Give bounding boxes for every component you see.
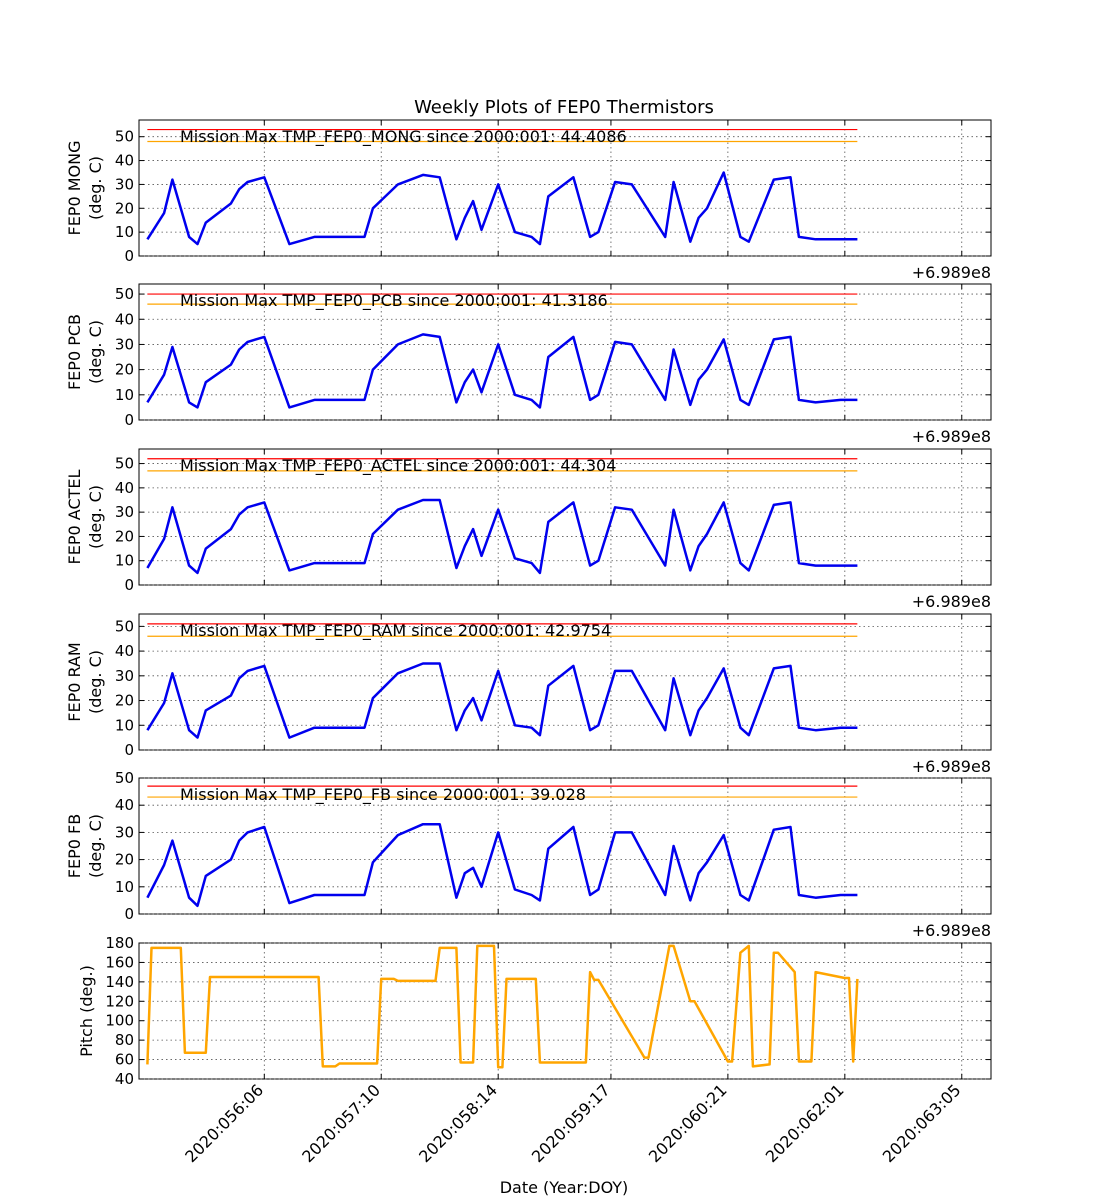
panel-1: 0 10 20 30 40 50 Mission Max TMP_FEP0_MONG sin… bbox=[65, 119, 992, 282]
y-tick-label: 30 bbox=[115, 823, 134, 841]
y-tick-label: 30 bbox=[115, 667, 134, 685]
y-tick-label: 50 bbox=[115, 128, 134, 146]
x-offset-text: +6.989e8 bbox=[912, 592, 991, 611]
y-axis-label-units: (deg. C) bbox=[86, 156, 105, 220]
y-tick-label: 40 bbox=[115, 310, 134, 328]
y-tick-label: 50 bbox=[115, 455, 134, 473]
temperature-series-line bbox=[146, 662, 858, 739]
y-axis-label: Pitch (deg.) bbox=[77, 965, 96, 1057]
y-tick-label: 0 bbox=[124, 247, 134, 265]
x-offset-text: +6.989e8 bbox=[912, 263, 991, 282]
plot-area bbox=[138, 448, 992, 586]
mission-max-annotation: Mission Max TMP_FEP0_ACTEL since 2000:00… bbox=[180, 456, 616, 476]
y-tick-label: 120 bbox=[105, 992, 134, 1010]
panel-2: 0 10 20 30 40 50 Mission Max TMP_FEP0_PCB sinc… bbox=[65, 283, 992, 446]
y-tick-label: 30 bbox=[115, 175, 134, 193]
y-tick-label: 0 bbox=[124, 905, 134, 923]
y-axis-label-units: (deg. C) bbox=[86, 650, 105, 714]
x-offset-text: +6.989e8 bbox=[912, 427, 991, 446]
mission-max-annotation: Mission Max TMP_FEP0_PCB since 2000:001:… bbox=[180, 291, 608, 311]
y-tick-label: 30 bbox=[115, 503, 134, 521]
y-tick-label: 0 bbox=[124, 741, 134, 759]
y-tick-label: 10 bbox=[115, 716, 134, 734]
y-tick-label: 20 bbox=[115, 361, 134, 379]
pitch-series-line bbox=[146, 944, 859, 1069]
panels: 0 10 20 30 40 50 Mission Max TMP_FEP0_MONG sin… bbox=[65, 119, 992, 1166]
y-tick-label: 10 bbox=[115, 386, 134, 404]
y-tick-label: 40 bbox=[115, 642, 134, 660]
y-tick-label: 10 bbox=[115, 878, 134, 896]
x-tick-label: 2020:057:10 bbox=[298, 1080, 384, 1166]
y-axis-label: FEP0 PCB bbox=[65, 314, 84, 390]
x-axis-label: Date (Year:DOY) bbox=[500, 1178, 629, 1197]
y-tick-label: 160 bbox=[105, 953, 134, 971]
x-tick-label: 2020:062:01 bbox=[762, 1080, 848, 1166]
y-tick-label: 50 bbox=[115, 285, 134, 303]
x-tick-label: 2020:059:17 bbox=[528, 1080, 614, 1166]
y-tick-label: 50 bbox=[115, 769, 134, 787]
panel-4: 0 10 20 30 40 50 Mission Max TMP_FEP0_RAM sinc… bbox=[65, 613, 992, 776]
x-tick-label: 2020:058:14 bbox=[415, 1080, 501, 1166]
mission-max-annotation: Mission Max TMP_FEP0_MONG since 2000:001… bbox=[180, 127, 627, 147]
temperature-series-line bbox=[146, 822, 858, 908]
temperature-series-line bbox=[146, 333, 858, 409]
y-axis-label: FEP0 RAM bbox=[65, 642, 84, 721]
y-axis-label-units: (deg. C) bbox=[86, 320, 105, 384]
x-tick-label: 2020:060:21 bbox=[645, 1080, 731, 1166]
y-tick-label: 20 bbox=[115, 527, 134, 545]
plot-area bbox=[138, 283, 992, 421]
y-tick-label: 50 bbox=[115, 617, 134, 635]
y-axis-label-units: (deg. C) bbox=[86, 814, 105, 878]
y-tick-label: 10 bbox=[115, 223, 134, 241]
y-tick-label: 30 bbox=[115, 335, 134, 353]
y-tick-label: 40 bbox=[115, 152, 134, 170]
plot-area bbox=[138, 777, 992, 915]
y-tick-label: 20 bbox=[115, 692, 134, 710]
y-tick-label: 60 bbox=[115, 1051, 134, 1069]
y-tick-label: 0 bbox=[124, 576, 134, 594]
temperature-series-line bbox=[146, 171, 858, 246]
mission-max-annotation: Mission Max TMP_FEP0_FB since 2000:001: … bbox=[180, 785, 586, 805]
mission-max-annotation: Mission Max TMP_FEP0_RAM since 2000:001:… bbox=[180, 621, 611, 641]
y-tick-label: 100 bbox=[105, 1012, 134, 1030]
y-tick-label: 140 bbox=[105, 973, 134, 991]
plot-area bbox=[138, 942, 992, 1080]
y-tick-label: 20 bbox=[115, 199, 134, 217]
plot-area bbox=[138, 119, 992, 257]
y-tick-label: 10 bbox=[115, 552, 134, 570]
temperature-series-line bbox=[146, 498, 858, 575]
y-axis-label: FEP0 MONG bbox=[65, 141, 84, 236]
figure-title: Weekly Plots of FEP0 Thermistors bbox=[414, 97, 714, 118]
x-tick-label: 2020:056:06 bbox=[181, 1080, 267, 1166]
panel-5: 0 10 20 30 40 50 Mission Max TMP_FEP0_FB since… bbox=[65, 769, 992, 940]
y-tick-label: 40 bbox=[115, 796, 134, 814]
x-offset-text: +6.989e8 bbox=[912, 757, 991, 776]
y-tick-label: 40 bbox=[115, 479, 134, 497]
x-offset-text: +6.989e8 bbox=[912, 921, 991, 940]
y-tick-label: 80 bbox=[115, 1031, 134, 1049]
y-tick-label: 0 bbox=[124, 411, 134, 429]
panel-3: 0 10 20 30 40 50 Mission Max TMP_FEP0_ACTEL si… bbox=[65, 448, 992, 611]
y-axis-label-units: (deg. C) bbox=[86, 485, 105, 549]
y-axis-label: FEP0 FB bbox=[65, 814, 84, 878]
x-tick-label: 2020:063:05 bbox=[879, 1080, 965, 1166]
y-tick-label: 40 bbox=[115, 1070, 134, 1088]
y-tick-label: 20 bbox=[115, 851, 134, 869]
y-axis-label: FEP0 ACTEL bbox=[65, 469, 84, 564]
y-tick-label: 180 bbox=[105, 934, 134, 952]
